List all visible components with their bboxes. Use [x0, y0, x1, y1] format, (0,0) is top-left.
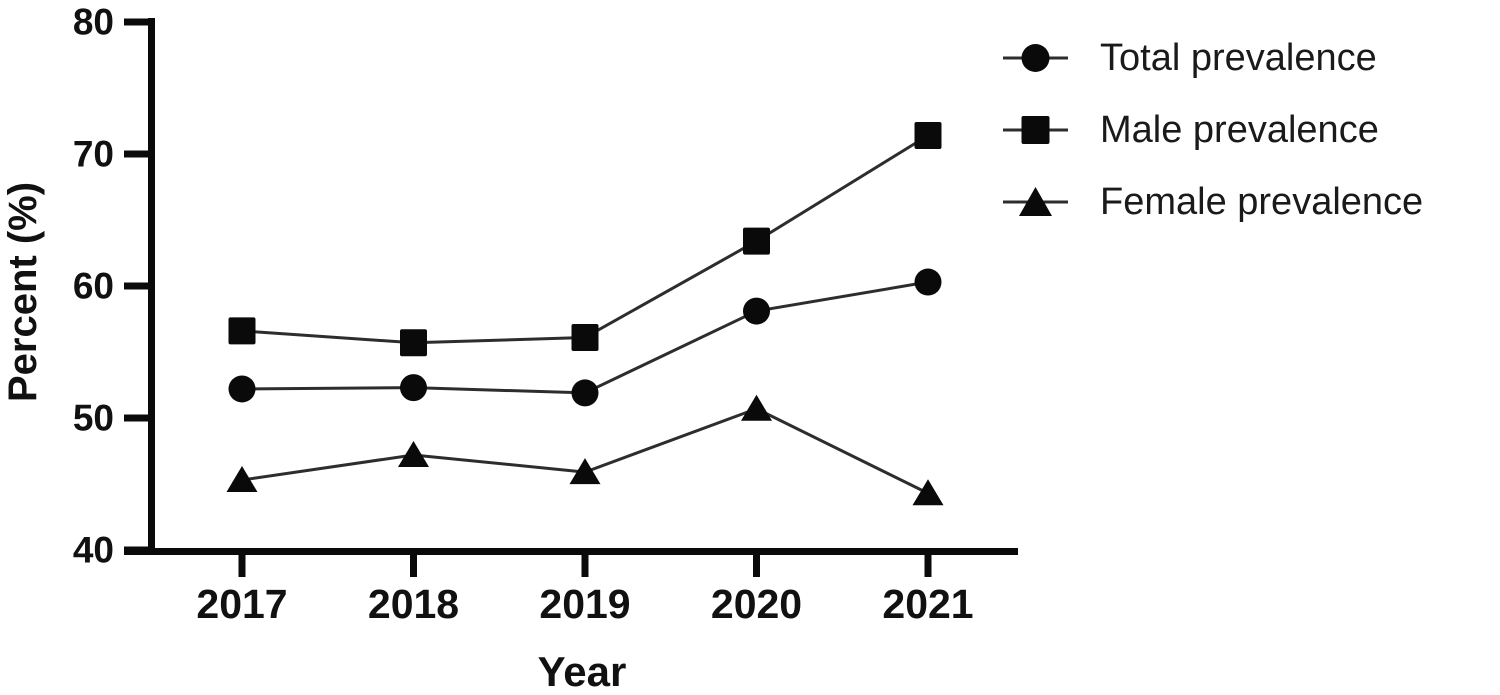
x-tick-label: 2019 [539, 581, 630, 627]
triangle-data-point-female-prevalence [569, 458, 601, 485]
square-data-point-male-prevalence [400, 329, 427, 357]
legend: Total prevalence Male prevalence Female … [1003, 37, 1423, 223]
square-data-point-male-prevalence [914, 122, 942, 150]
triangle-data-point-female-prevalence [226, 466, 258, 493]
circle-data-point-total-prevalence [400, 374, 427, 402]
series-line-male-prevalence [241, 134, 929, 345]
legend-label-male: Male prevalence [1100, 109, 1379, 151]
circle-data-point-total-prevalence [743, 297, 770, 325]
legend-item-female: Female prevalence [1003, 181, 1423, 223]
y-axis-title: Percent (%) [1, 182, 45, 402]
x-tick-label: 2021 [882, 581, 973, 627]
triangle-data-point-female-prevalence [398, 440, 429, 467]
circle-data-point-total-prevalence [228, 375, 256, 403]
legend-item-total: Total prevalence [1003, 37, 1377, 79]
y-tick-label: 70 [73, 134, 114, 175]
y-axis: 80 70 60 50 40 Percent (%) [1, 2, 155, 571]
triangle-marker-icon [1019, 187, 1052, 216]
square-marker-icon [1021, 116, 1050, 144]
circle-data-point-total-prevalence [914, 268, 942, 296]
triangle-data-point-female-prevalence [741, 394, 772, 421]
legend-label-female: Female prevalence [1100, 181, 1423, 223]
x-axis: 2017 2018 2019 2020 2021 Year [124, 548, 1018, 695]
x-tick-label: 2018 [368, 581, 459, 627]
x-axis-title: Year [538, 648, 627, 695]
circle-data-point-total-prevalence [571, 379, 599, 407]
y-tick-label: 80 [73, 2, 114, 43]
y-tick-label: 60 [73, 266, 114, 307]
square-data-point-male-prevalence [571, 323, 599, 351]
plot-series-layer [226, 122, 944, 506]
circle-marker-icon [1021, 44, 1050, 72]
x-tick-label: 2017 [196, 581, 287, 627]
triangle-data-point-female-prevalence [912, 479, 944, 506]
legend-label-total: Total prevalence [1100, 37, 1377, 79]
square-data-point-male-prevalence [228, 317, 256, 345]
y-tick-label: 50 [73, 398, 114, 439]
y-tick-label: 40 [73, 530, 114, 571]
x-tick-label: 2020 [711, 581, 802, 627]
square-data-point-male-prevalence [743, 227, 770, 255]
legend-item-male: Male prevalence [1003, 109, 1379, 151]
